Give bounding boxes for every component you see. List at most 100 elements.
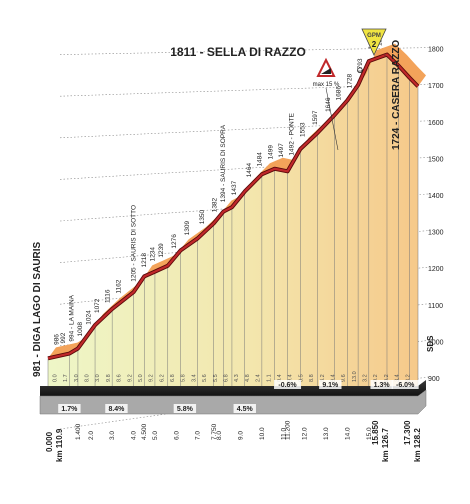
gradient-value-label: 9.2 bbox=[127, 374, 133, 382]
segment-gradient-label: 5.8% bbox=[177, 406, 194, 413]
segment-gradient-label: -0.6% bbox=[278, 382, 297, 389]
point-label: 1234 bbox=[150, 247, 157, 262]
y-tick-label: 1200 bbox=[428, 266, 444, 273]
point-label: 1484 bbox=[257, 152, 264, 167]
gradient-value-label: 2.4 bbox=[256, 374, 262, 382]
km-tick-label: 15.0 bbox=[366, 427, 373, 440]
km-tick-label: 3.0 bbox=[109, 431, 116, 440]
segment-label-bg bbox=[105, 404, 128, 413]
gradient-value-label: 0.4 bbox=[277, 374, 283, 382]
gradient-value-label: 6.8 bbox=[170, 374, 176, 382]
km-tick-label: 14.0 bbox=[344, 427, 351, 440]
point-label: 1497 bbox=[278, 143, 285, 158]
segment-label-bg bbox=[370, 380, 393, 389]
gradient-value-label: 8.2 bbox=[405, 374, 411, 382]
point-label: 1553 bbox=[299, 122, 306, 137]
gpm-label: GPM bbox=[367, 33, 381, 39]
point-label: 1394 - SAURIS DI SOPRA bbox=[220, 124, 227, 202]
segment-label-bg bbox=[173, 404, 197, 413]
sds-label: SDS bbox=[426, 335, 435, 352]
gradient-value-label: 5.0 bbox=[138, 374, 144, 382]
chart-title: 1811 - SELLA DI RAZZO bbox=[170, 45, 306, 59]
point-label: 1162 bbox=[115, 279, 122, 293]
gradient-value-label: 9.6 bbox=[341, 374, 347, 382]
km-tick-label: 6.0 bbox=[173, 431, 180, 440]
end-km-total: km 128.2 bbox=[413, 428, 422, 462]
point-label: 1008 bbox=[77, 322, 84, 337]
point-label: 1382 bbox=[212, 197, 219, 212]
gradient-value-label: 5.5 bbox=[213, 374, 219, 382]
y-tick-label: 1100 bbox=[428, 303, 443, 310]
y-tick-label: 1800 bbox=[428, 47, 444, 54]
vertical-lines bbox=[47, 54, 419, 394]
point-label: 1437 bbox=[231, 180, 238, 195]
gradient-value-label: 1.7 bbox=[63, 374, 69, 382]
point-label: 1597 bbox=[312, 110, 319, 125]
road-line bbox=[47, 53, 419, 360]
km-tick-label: 4.500 bbox=[141, 423, 148, 440]
gradient-value-label: 9.4 bbox=[330, 374, 336, 382]
point-label: 1492 - PONTE bbox=[289, 112, 296, 155]
segment-gradient-label: -6.0% bbox=[396, 382, 415, 389]
segment-gradient-label: 1.3% bbox=[374, 382, 391, 389]
road-band bbox=[47, 43, 426, 361]
y-tick-label: 1400 bbox=[428, 193, 444, 200]
km-tick-label: 2.0 bbox=[88, 431, 95, 440]
segment-label-bg bbox=[233, 404, 256, 413]
start-km: 0.000 bbox=[45, 431, 54, 452]
max-gradient-sign: max 15 % bbox=[313, 57, 340, 88]
segment-gradient-label: 4.5% bbox=[237, 406, 254, 413]
profile-area bbox=[48, 54, 418, 388]
summit-marker bbox=[357, 67, 363, 74]
gradient-value-label: 0.2 bbox=[384, 374, 390, 382]
km-tick-label: 11.0 bbox=[280, 427, 287, 440]
gradient-value-label: 8.2 bbox=[320, 374, 326, 382]
point-label: 1276 bbox=[171, 234, 178, 249]
max-gradient-line bbox=[325, 87, 339, 151]
segment-label-bg bbox=[319, 380, 342, 389]
start-label: 981 - DIGA LAGO DI SAURIS bbox=[32, 241, 43, 377]
gpm-number: 2 bbox=[372, 40, 377, 49]
end-km: 17.300 bbox=[403, 420, 412, 445]
km-tick-label: 8.0 bbox=[216, 431, 223, 440]
km-tick-label: 7.0 bbox=[195, 431, 202, 440]
gpm-triangle-icon bbox=[361, 28, 387, 56]
point-label: 994 - LA MAINA bbox=[68, 294, 75, 341]
max-gradient-label: max 15 % bbox=[313, 82, 340, 88]
point-label: 1350 bbox=[199, 209, 206, 224]
point-label: 1218 bbox=[141, 253, 148, 268]
segment-gradient-label: 1.7% bbox=[61, 406, 78, 413]
point-label: 1686 bbox=[336, 86, 343, 101]
segment-label-bg bbox=[391, 380, 419, 389]
segment-gradient-label: 9.1% bbox=[322, 382, 339, 389]
y-tick-label: 1600 bbox=[428, 120, 444, 127]
gradient-value-label: 5.8 bbox=[181, 374, 187, 382]
gradient-value-label: 6.8 bbox=[224, 374, 230, 382]
point-label: 1646 bbox=[325, 97, 332, 112]
gradient-value-label: 0.2 bbox=[373, 374, 379, 382]
gpm-badge: GPM 2 bbox=[361, 28, 387, 56]
gradient-strip-band bbox=[39, 389, 427, 415]
gradient-value-label: 6.2 bbox=[159, 374, 165, 382]
point-label: 992 bbox=[60, 332, 67, 343]
gradient-value-label: 8.0 bbox=[84, 374, 90, 382]
end-label: 1724 - CASERA RAZZO bbox=[391, 40, 402, 150]
km-tick-label: 7.750 bbox=[211, 423, 218, 440]
gradient-strip bbox=[39, 389, 427, 415]
gradient-value-label: 5.6 bbox=[202, 374, 208, 382]
segment-label-bg bbox=[274, 380, 302, 389]
gradient-value-label: 3.4 bbox=[395, 374, 401, 382]
gradient-value-label: 3.2 bbox=[363, 374, 369, 382]
y-tick-label: 900 bbox=[428, 376, 440, 383]
point-label: 1116 bbox=[105, 289, 112, 303]
km-tick-label: 12.0 bbox=[302, 427, 309, 440]
km-tick-label: 5.0 bbox=[152, 431, 159, 440]
gradient-value-label: 9.4 bbox=[288, 374, 294, 382]
gradient-value-label: 4.3 bbox=[234, 374, 240, 382]
gradient-value-label: 9.8 bbox=[106, 374, 112, 382]
km-tick-label: 10.0 bbox=[259, 427, 266, 440]
gradient-value-label: 4.8 bbox=[245, 374, 251, 382]
segment-gradient-label: 8.4% bbox=[108, 406, 125, 413]
